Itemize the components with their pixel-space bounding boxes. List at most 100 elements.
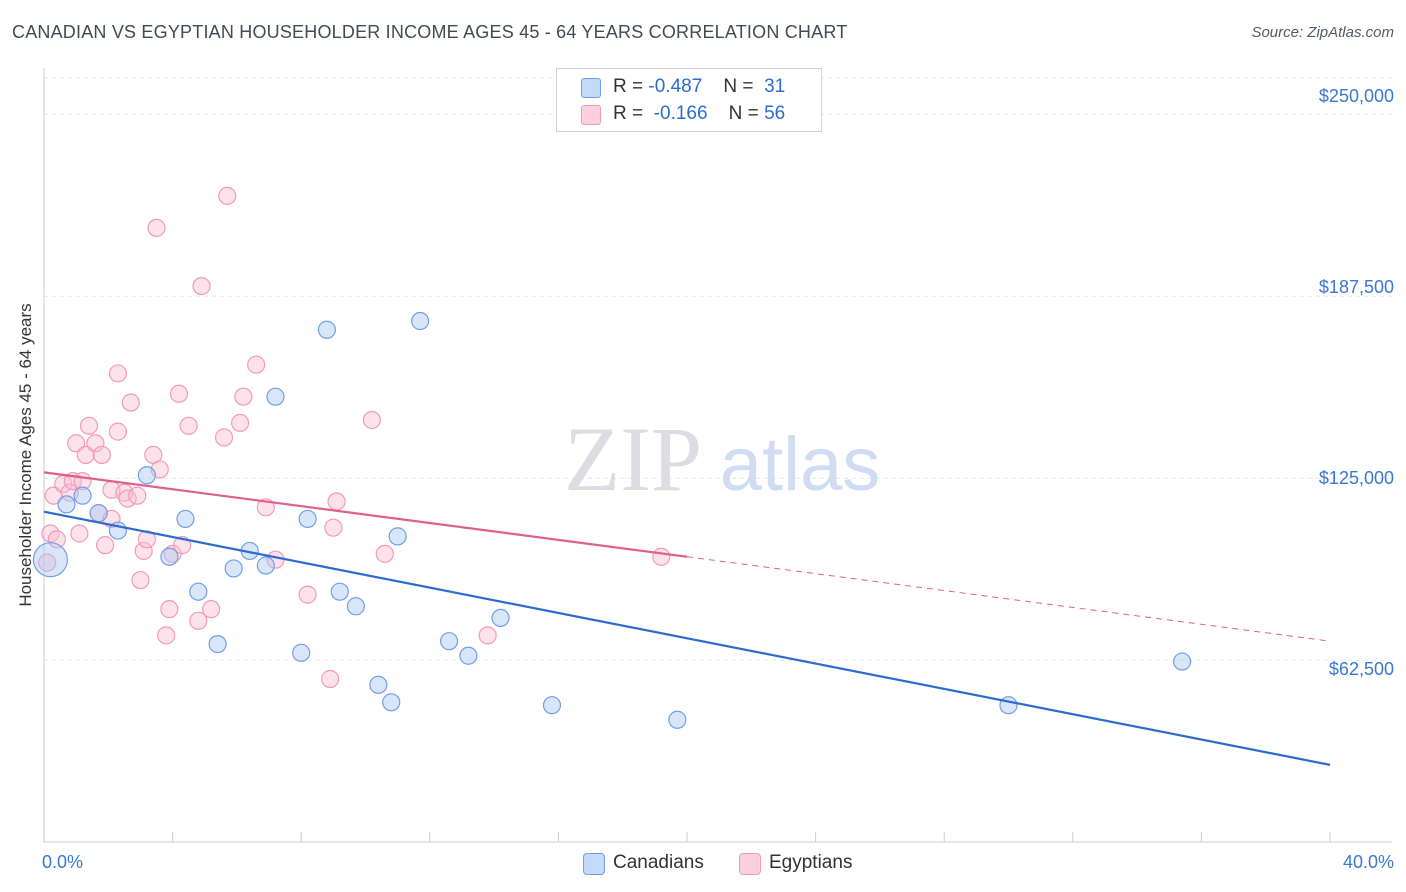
x-tick-label-max: 40.0% [1342, 852, 1394, 872]
egyptian-point [247, 355, 266, 374]
canadian-point [89, 504, 108, 523]
canadian-point [32, 542, 69, 578]
grid-lines [44, 77, 1392, 661]
watermark-zip: ZIP [564, 408, 702, 510]
watermark-atlas: atlas [720, 422, 881, 507]
egyptian-point [108, 422, 128, 441]
canadian-point [208, 634, 227, 654]
canadian-point [411, 311, 430, 331]
egyptians-points [38, 186, 671, 689]
y-axis-label: Householder Income Ages 45 - 64 years [16, 303, 35, 607]
stats-legend: R = -0.487 N = 31 R = -0.166 N = 56 [556, 68, 822, 132]
egyptian-point [108, 364, 128, 383]
legend-label: Egyptians [769, 852, 853, 873]
n-value: 31 [764, 76, 786, 97]
egyptian-point [375, 544, 394, 563]
canadian-point [266, 387, 285, 406]
egyptians-legend-swatch [739, 853, 761, 875]
r-value: -0.166 [653, 103, 708, 124]
egyptian-point [121, 393, 140, 412]
egyptians-trend-line-extension [686, 556, 1331, 642]
egyptian-point [128, 486, 147, 505]
egyptian-point [67, 434, 86, 453]
canadian-point [346, 597, 365, 616]
y-tick-label: $125,000 [1318, 468, 1394, 488]
egyptian-point [218, 186, 237, 205]
egyptian-point [95, 536, 115, 555]
canadian-point [256, 556, 275, 575]
egyptian-point [179, 416, 198, 435]
egyptians-trend-line [43, 471, 688, 558]
egyptian-point [173, 536, 192, 555]
trend-lines [43, 471, 1331, 766]
canadian-point [369, 675, 388, 694]
egyptian-point [92, 445, 111, 465]
egyptian-point [131, 570, 150, 590]
legend-label: Canadians [613, 852, 704, 873]
y-tick-label: $187,500 [1318, 277, 1394, 297]
egyptian-point [327, 492, 346, 511]
egyptians-swatch [581, 105, 601, 125]
watermark: ZIP atlas [564, 408, 880, 510]
canadian-point [224, 559, 243, 578]
canadian-point [439, 632, 459, 651]
canadian-point [668, 710, 687, 729]
canadians-legend-swatch [583, 853, 605, 875]
egyptian-point [234, 387, 253, 406]
canadian-point [1173, 652, 1192, 671]
egyptian-point [70, 524, 89, 543]
axes [43, 68, 1392, 843]
egyptian-point [362, 410, 382, 430]
n-label: N = [728, 103, 759, 124]
egyptian-point [147, 218, 166, 237]
canadian-point [317, 320, 337, 339]
egyptian-point [192, 276, 211, 296]
egyptian-point [652, 547, 671, 566]
x-tick-label-min: 0.0% [42, 852, 84, 872]
egyptian-point [298, 585, 317, 604]
canadian-point [176, 509, 195, 529]
canadians-trend-line [43, 510, 1331, 766]
canadian-point [459, 646, 478, 665]
r-label: R = [613, 76, 644, 97]
canadian-point [330, 582, 349, 601]
egyptian-point [134, 541, 153, 561]
source-label: Source: ZipAtlas.com [1251, 24, 1394, 41]
egyptian-point [321, 669, 340, 689]
canadian-point [292, 643, 311, 662]
egyptian-point [189, 611, 208, 630]
canadian-point [542, 696, 562, 715]
canadian-point [137, 466, 156, 485]
egyptian-point [231, 413, 250, 432]
y-tick-label: $250,000 [1318, 86, 1394, 106]
canadian-point [298, 509, 317, 529]
y-tick-label: $62,500 [1328, 659, 1394, 679]
canadians-swatch [581, 78, 601, 98]
canadian-point [189, 582, 208, 601]
n-value: 56 [764, 103, 786, 124]
canadian-point [57, 495, 76, 514]
r-value: -0.487 [648, 76, 703, 97]
egyptian-point [169, 384, 189, 403]
egyptian-point [79, 416, 99, 435]
n-label: N = [723, 76, 754, 97]
egyptian-point [47, 530, 66, 549]
canadian-point [382, 693, 401, 712]
egyptian-point [324, 518, 343, 537]
canadians-points [32, 311, 1192, 729]
canadian-point [388, 527, 407, 546]
canadian-point [491, 608, 510, 627]
chart-title: CANADIAN VS EGYPTIAN HOUSEHOLDER INCOME … [12, 22, 848, 42]
egyptian-point [76, 445, 95, 465]
egyptian-point [86, 434, 105, 453]
egyptian-point [214, 428, 234, 447]
canadian-point [73, 486, 92, 505]
r-label: R = [613, 103, 644, 124]
egyptian-point [38, 553, 57, 572]
canadian-point [160, 547, 179, 566]
egyptian-point [478, 626, 497, 645]
egyptian-point [202, 600, 221, 619]
canadian-point [999, 696, 1018, 715]
egyptian-point [157, 626, 176, 645]
